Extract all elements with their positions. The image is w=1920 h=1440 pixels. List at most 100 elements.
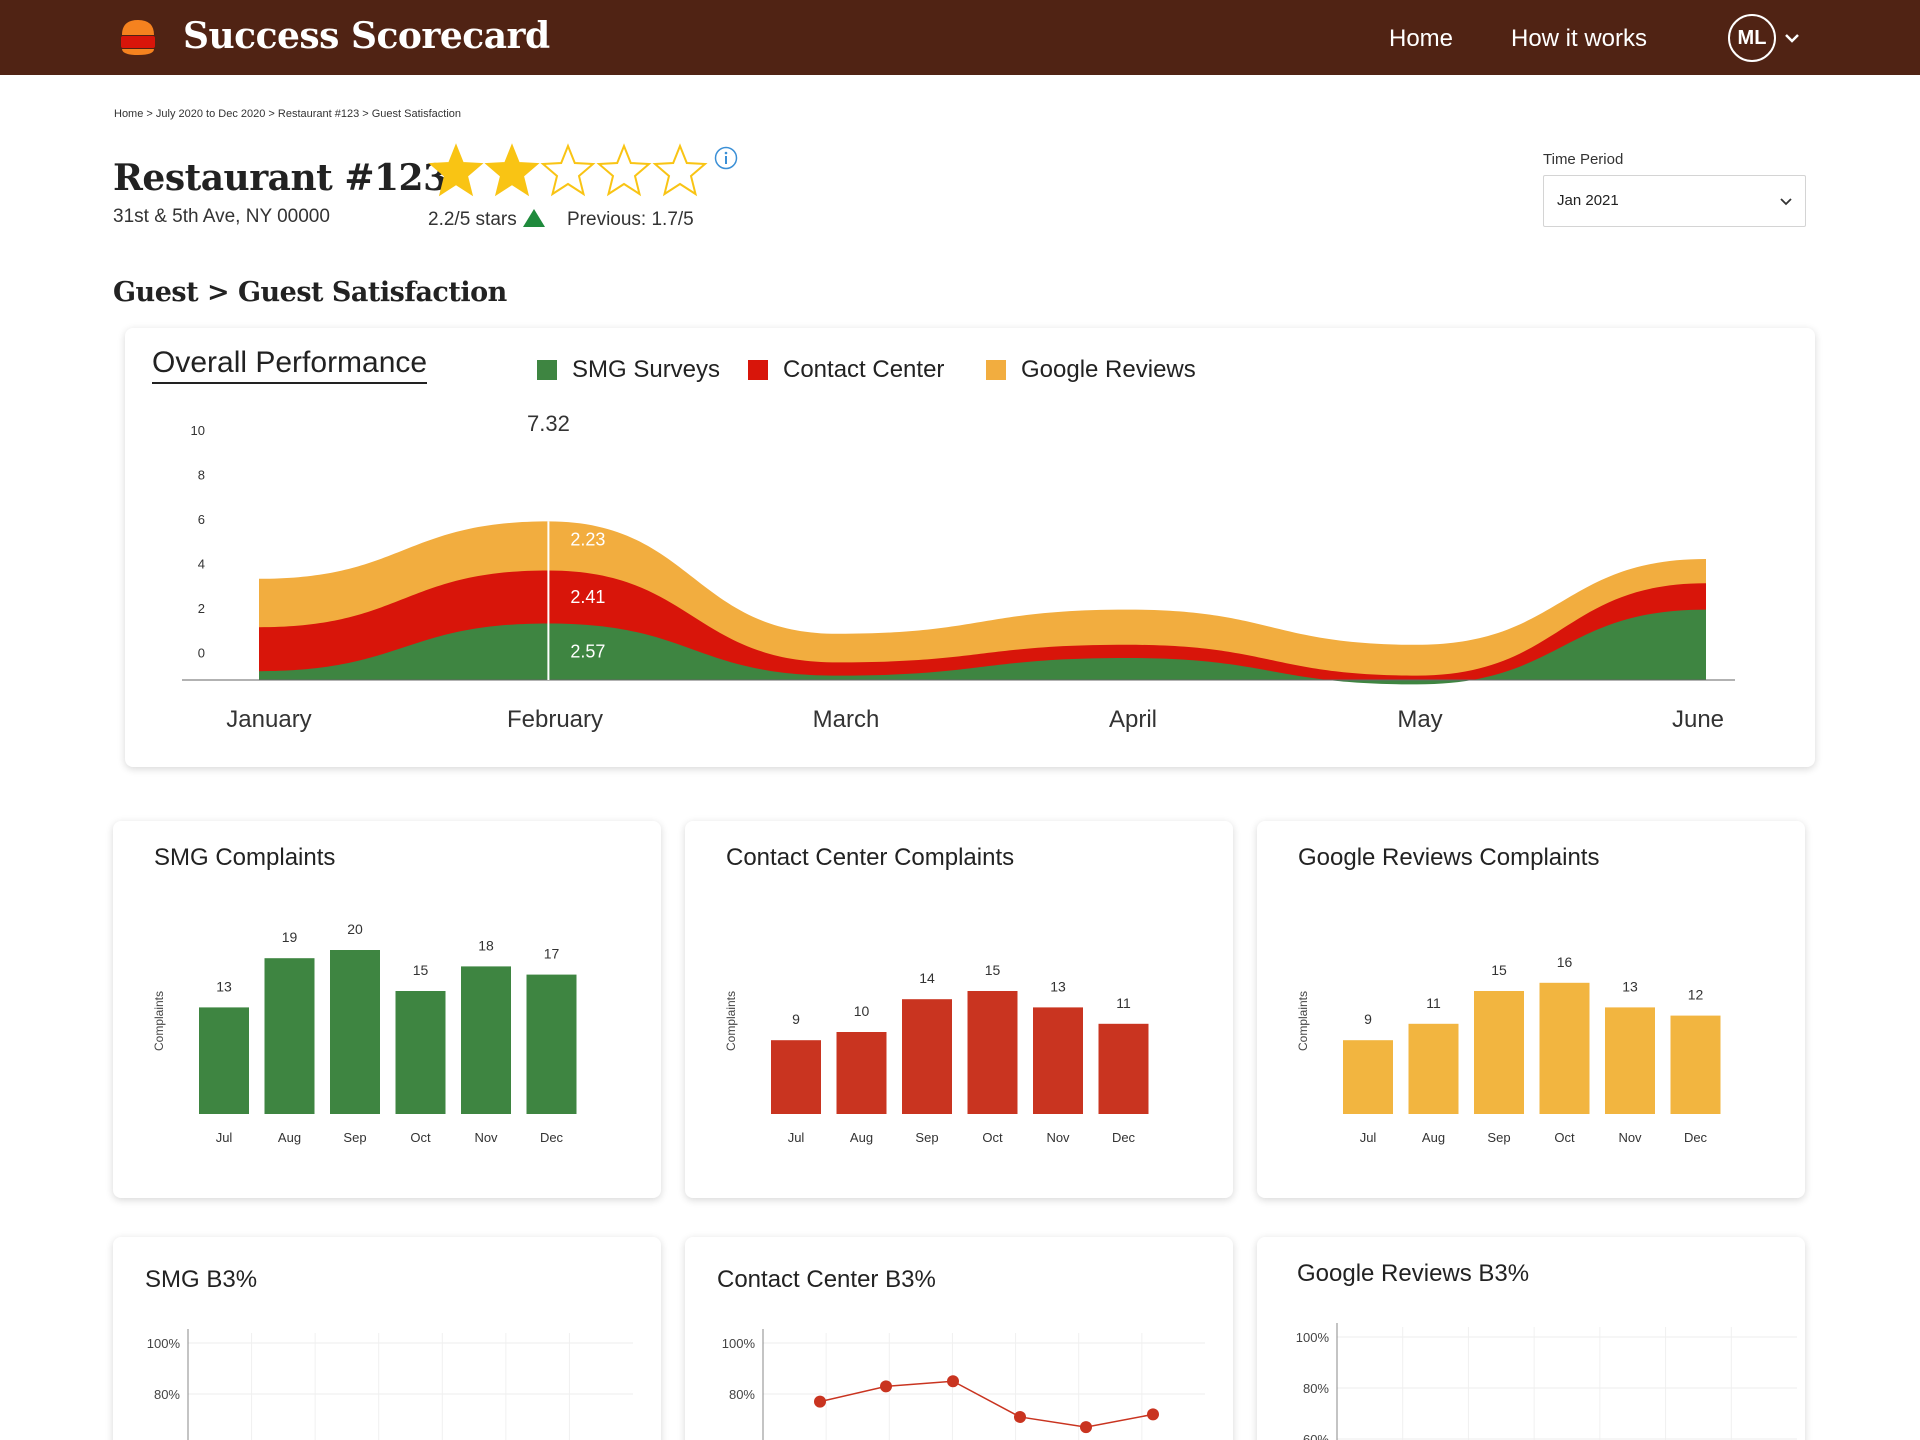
nav-home-link[interactable]: Home (1389, 25, 1454, 52)
bar-value-label: 13 (216, 978, 232, 994)
chevron-down-icon[interactable] (1784, 32, 1800, 44)
data-point[interactable] (947, 1375, 959, 1388)
x-tick-label: Jul (216, 1130, 233, 1145)
y-tick-label: 4 (198, 557, 205, 572)
bar[interactable] (264, 958, 315, 1114)
y-tick-label: 10 (191, 423, 205, 438)
google-reviews-b3-chart[interactable]: 100% 80% 60% (1257, 1237, 1805, 1440)
x-tick-label: Nov (1046, 1130, 1070, 1145)
smg-complaints-card: SMG Complaints Complaints 13 Jul 19 Aug 20 Sep… (113, 821, 661, 1198)
bar[interactable] (902, 999, 952, 1114)
bar[interactable] (1408, 1023, 1459, 1114)
bar[interactable] (1033, 1007, 1083, 1114)
previous-rating-text: Previous: 1.7/5 (567, 209, 694, 230)
bar[interactable] (1605, 1007, 1655, 1114)
contact-center-b3-chart[interactable]: 100% 80% (685, 1237, 1233, 1440)
overall-performance-title[interactable]: Overall Performance (152, 346, 428, 384)
card-title: SMG Complaints (154, 844, 336, 871)
bar-value-label: 9 (1364, 1011, 1372, 1027)
bar[interactable] (1098, 1023, 1149, 1114)
card-title: Google Reviews Complaints (1298, 844, 1600, 871)
google-reviews-b3-card: Google Reviews B3% 100% 80% 60% (1257, 1237, 1805, 1440)
x-tick-label: Oct (410, 1130, 431, 1145)
x-tick-label: Dec (1112, 1130, 1136, 1145)
info-icon[interactable] (714, 146, 738, 170)
contact-center-complaints-chart[interactable]: Complaints 9 Jul 10 Aug 14 Sep 15 Oct 13 Nov 11 Dec (685, 821, 1233, 1198)
x-tick-label: January (226, 706, 311, 733)
bar-value-label: 14 (919, 970, 935, 986)
bar[interactable] (199, 1007, 249, 1114)
y-axis-label: Complaints (724, 991, 738, 1051)
legend-label: Contact Center (783, 356, 945, 383)
hover-value-label: 2.23 (570, 529, 605, 549)
x-tick-label: Sep (915, 1130, 938, 1145)
x-tick-label: March (813, 706, 880, 733)
x-tick-label: Oct (982, 1130, 1003, 1145)
bar[interactable] (1343, 1040, 1393, 1114)
bar[interactable] (836, 1032, 887, 1114)
x-tick-label: Nov (1618, 1130, 1642, 1145)
bar[interactable] (967, 991, 1018, 1114)
card-title: Contact Center Complaints (726, 844, 1015, 871)
bar-value-label: 20 (347, 921, 363, 937)
overall-performance-chart[interactable]: 10 8 6 4 2 0 7.32 2.57 2.41 2.23 January February Ma… (125, 400, 1815, 760)
y-tick-label: 60% (1303, 1432, 1329, 1440)
bar-value-label: 9 (792, 1011, 800, 1027)
contact-center-complaints-card: Contact Center Complaints Complaints 9 Jul… (685, 821, 1233, 1198)
bar[interactable] (1539, 982, 1590, 1114)
smg-complaints-chart[interactable]: Complaints 13 Jul 19 Aug 20 Sep 15 Oct 18 Nov 17 Dec (113, 821, 661, 1198)
data-point[interactable] (1080, 1421, 1092, 1434)
google-reviews-complaints-chart[interactable]: Complaints 9 Jul 11 Aug 15 Sep 16 Oct 13 Nov 12 Dec (1257, 821, 1805, 1198)
data-point[interactable] (1147, 1408, 1159, 1421)
bar[interactable] (330, 950, 380, 1114)
bar-value-label: 11 (1116, 995, 1131, 1011)
x-tick-label: Jul (1360, 1130, 1377, 1145)
nav-how-it-works-link[interactable]: How it works (1511, 25, 1648, 52)
legend-swatch (537, 360, 557, 380)
y-tick-label: 8 (198, 468, 205, 483)
x-tick-label: Nov (474, 1130, 498, 1145)
data-point[interactable] (880, 1380, 892, 1393)
bar-value-label: 13 (1622, 978, 1638, 994)
y-tick-label: 2 (198, 601, 205, 616)
bar[interactable] (395, 991, 446, 1114)
legend-swatch (986, 360, 1006, 380)
time-period-select[interactable]: Jan 2021 (1543, 175, 1806, 227)
bar[interactable] (771, 1040, 821, 1114)
bar-value-label: 15 (985, 962, 1001, 978)
user-avatar[interactable]: ML (1728, 14, 1776, 62)
app-title[interactable]: Success Scorecard (183, 15, 550, 57)
x-tick-label: Aug (278, 1130, 301, 1145)
hover-value-label: 2.57 (570, 642, 605, 662)
star-filled-icon (486, 145, 538, 195)
overall-performance-card (125, 328, 1815, 767)
x-tick-label: Aug (1422, 1130, 1445, 1145)
bar-value-label: 19 (282, 929, 298, 945)
brand-logo-icon[interactable] (118, 17, 158, 57)
x-tick-label: Dec (1684, 1130, 1708, 1145)
y-tick-label: 80% (729, 1387, 755, 1402)
breadcrumb[interactable]: Home > July 2020 to Dec 2020 > Restauran… (114, 108, 462, 120)
bar-value-label: 11 (1426, 995, 1441, 1011)
bar-value-label: 18 (478, 937, 494, 953)
star-empty-icon (598, 145, 650, 195)
area-smg-surveys[interactable] (259, 609, 1706, 685)
bar[interactable] (1670, 1015, 1721, 1114)
bar[interactable] (526, 974, 577, 1114)
y-tick-label: 0 (198, 646, 205, 661)
y-axis-label: Complaints (152, 991, 166, 1051)
bar-value-label: 12 (1688, 987, 1704, 1003)
bar-value-label: 15 (1491, 962, 1507, 978)
bar[interactable] (461, 966, 511, 1114)
star-empty-icon (542, 145, 594, 195)
smg-b3-chart[interactable]: 100% 80% (113, 1237, 661, 1440)
x-tick-label: April (1109, 706, 1157, 733)
time-period-label: Time Period (1543, 151, 1624, 168)
card-title: SMG B3% (145, 1266, 258, 1293)
series-line (819, 1380, 1154, 1428)
data-point[interactable] (814, 1395, 826, 1408)
bar[interactable] (1474, 991, 1524, 1114)
restaurant-address: 31st & 5th Ave, NY 00000 (113, 206, 330, 227)
x-tick-label: Sep (343, 1130, 366, 1145)
data-point[interactable] (1014, 1410, 1026, 1423)
